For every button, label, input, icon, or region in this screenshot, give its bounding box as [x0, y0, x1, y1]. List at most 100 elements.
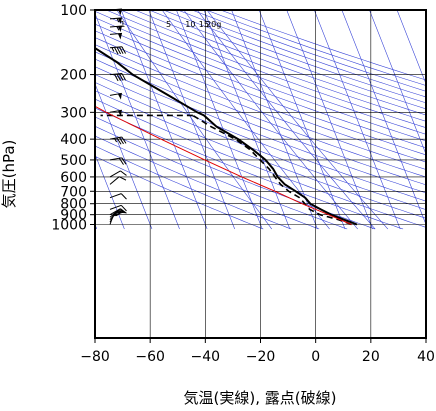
- barb-pennant: [117, 110, 122, 117]
- x-axis-title: 気温(実線), 露点(破線): [184, 389, 337, 407]
- barb-flag: [120, 193, 127, 200]
- barb-half: [116, 26, 120, 31]
- y-tick-label: 200: [60, 68, 87, 84]
- barb-staff: [109, 176, 120, 185]
- y-tick-label: 300: [60, 105, 87, 121]
- barb-flag: [121, 136, 127, 144]
- isotherm: [120, 10, 208, 230]
- x-tick-label: 0: [311, 349, 320, 365]
- wind-barb: [109, 193, 127, 200]
- wind-barb: [109, 25, 122, 33]
- barb-staff: [109, 25, 122, 28]
- mixing-ratio-label: 20g: [206, 20, 221, 29]
- wind-barb: [109, 73, 126, 82]
- barb-pennant: [117, 33, 122, 40]
- isotherm: [176, 10, 263, 230]
- x-tick-label: 20: [362, 349, 380, 365]
- barb-flag: [116, 73, 122, 81]
- x-tick-label: 40: [417, 349, 435, 365]
- dry-adiabat: [106, 10, 426, 129]
- temperature-line: [95, 46, 358, 226]
- barb-half: [116, 18, 120, 23]
- mixing-ratio-line: [206, 10, 389, 230]
- barb-flag: [120, 208, 127, 214]
- dry-adiabat: [163, 10, 426, 104]
- dry-adiabat: [95, 30, 426, 156]
- mixing-ratio-label: 10: [185, 20, 195, 29]
- barb-half: [114, 138, 118, 143]
- y-tick-label: 1000: [51, 218, 87, 234]
- barb-flag: [121, 46, 126, 54]
- isotherm: [258, 10, 346, 230]
- barb-staff: [109, 109, 122, 113]
- wind-barb: [109, 204, 127, 212]
- barb-half: [117, 210, 122, 214]
- barb-flag: [118, 176, 127, 181]
- barb-staff: [109, 92, 122, 96]
- wind-barb: [109, 176, 127, 185]
- barb-staff: [109, 204, 122, 210]
- barb-half: [111, 47, 115, 52]
- barb-staff: [109, 32, 122, 35]
- barb-staff: [109, 17, 122, 20]
- wind-barb: [109, 170, 127, 178]
- wind-barb: [109, 157, 127, 165]
- y-tick-label: 100: [60, 3, 87, 19]
- y-tick-label: 800: [60, 197, 87, 213]
- dry-adiabat: [95, 17, 426, 142]
- barb-flag: [119, 46, 124, 54]
- mixing-ratio-label: 1: [120, 20, 125, 29]
- dry-adiabat: [95, 44, 426, 170]
- grid: [95, 10, 426, 338]
- barb-flag: [114, 47, 119, 55]
- dry-adiabat: [95, 116, 376, 230]
- barb-half: [117, 209, 122, 214]
- dry-adiabat: [95, 135, 320, 230]
- y-axis-title: 気圧(hPa): [0, 140, 18, 209]
- dry-adiabat: [95, 74, 426, 202]
- wind-barb: [109, 32, 122, 40]
- y-tick-label: 700: [60, 184, 87, 200]
- x-tick-label: −60: [135, 349, 165, 365]
- barb-staff: [109, 193, 122, 199]
- barb-half: [114, 213, 120, 216]
- mixing-ratio-label: 5: [166, 20, 171, 29]
- isotherm: [341, 10, 426, 226]
- wind-barb: [109, 46, 126, 55]
- dry-adiabat: [95, 58, 426, 186]
- isotherm: [396, 10, 426, 85]
- isotherm: [95, 12, 180, 230]
- wind-barb: [109, 109, 122, 117]
- dry-adiabat: [95, 66, 426, 194]
- dry-adiabat: [95, 23, 426, 149]
- isotherm: [369, 10, 426, 155]
- barb-flag: [118, 157, 124, 165]
- wind-barb: [109, 208, 127, 216]
- wind-barb: [109, 136, 127, 145]
- barb-half: [115, 211, 121, 215]
- barb-flag: [116, 46, 122, 55]
- isotherm: [95, 83, 153, 230]
- isotherm: [314, 10, 401, 230]
- dry-adiabat: [95, 107, 404, 230]
- barb-pennant: [117, 25, 122, 33]
- dry-adiabat: [95, 10, 426, 135]
- barb-flag: [118, 137, 124, 145]
- background-lines: [95, 10, 426, 230]
- barb-flag: [120, 170, 127, 176]
- dry-adiabat: [148, 10, 426, 110]
- barb-pennant: [117, 93, 122, 100]
- mixing-ratio-line: [183, 10, 358, 230]
- y-tick-label: 400: [60, 132, 87, 148]
- wind-barb: [109, 17, 122, 25]
- dry-adiabat: [95, 51, 426, 178]
- barb-flag: [119, 73, 124, 81]
- dry-adiabat: [95, 90, 426, 219]
- dry-adiabat: [95, 37, 426, 163]
- isotherm: [95, 153, 125, 230]
- y-tick-label: 500: [60, 153, 87, 169]
- dewpoint-line: [192, 114, 352, 226]
- dry-adiabat: [95, 125, 348, 230]
